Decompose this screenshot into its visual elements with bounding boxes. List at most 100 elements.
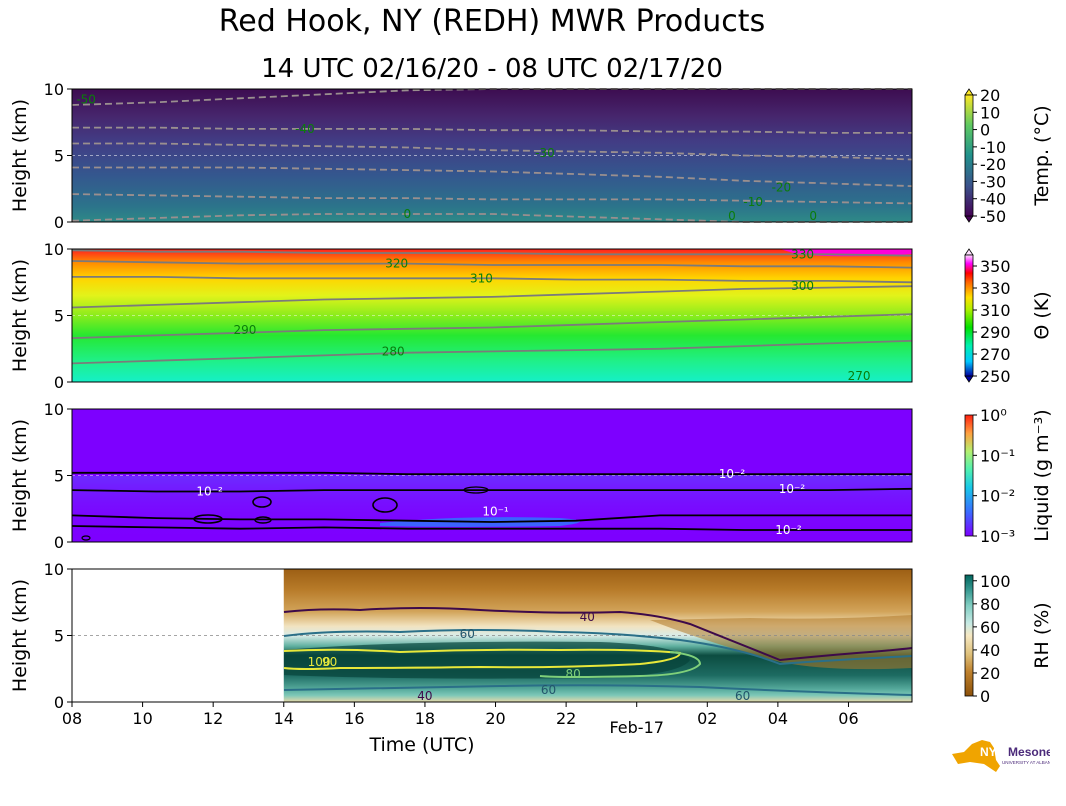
temperature-panel: -50 -40 -30 -20 -10 0 0 0 — [71, 88, 913, 223]
y-axis-label: Height (km) — [9, 419, 31, 532]
chart-title: Red Hook, NY (REDH) MWR Products — [218, 4, 766, 39]
theta-panel: 330 320 310 300 290 280 270 — [71, 247, 913, 383]
colorbar-extend-arrow — [964, 88, 974, 96]
y-tick-label: 5 — [54, 147, 64, 166]
contour-line — [71, 213, 912, 223]
colorbar-tick-label: 0 — [980, 687, 990, 706]
liquid-contour-blob — [81, 535, 91, 541]
rh-contour-60 — [283, 629, 913, 666]
contour-label: 60 — [460, 627, 475, 641]
rh-contour-90 — [283, 648, 682, 670]
colorbar-tick-label: 350 — [980, 257, 1011, 276]
colorbar-tick-label: -20 — [980, 155, 1006, 174]
y-tick-label: 10 — [44, 240, 64, 259]
contour-label: -30 — [535, 146, 555, 160]
rh-contour-80 — [539, 651, 702, 678]
contour-line — [71, 487, 913, 493]
nys-mesonet-logo: NYS Mesonet UNIVERSITY AT ALBANY — [950, 738, 1057, 778]
liquid-small-contours — [81, 486, 489, 541]
logo-text: NYS Mesonet — [980, 745, 1050, 759]
y-axis-label: Height (km) — [9, 99, 31, 212]
contour-label: 40 — [417, 689, 432, 703]
y-axis-label: Height (km) — [9, 259, 31, 372]
contour-label: 0 — [809, 209, 817, 223]
contour-line — [71, 514, 912, 523]
contour-label: 100 — [308, 655, 331, 669]
axes: 0 5 10 Height (km) 0 5 10 Height (km) 0 5 10 Height… — [9, 80, 859, 756]
liquid-contour-blob — [463, 486, 489, 494]
contour-label: 10⁻² — [196, 484, 223, 498]
contour-label: 0 — [403, 207, 411, 221]
y-tick-label: 10 — [44, 560, 64, 579]
rh-contours — [283, 607, 913, 696]
x-tick-label: 22 — [556, 709, 576, 728]
contour-label: -10 — [743, 195, 763, 209]
contour-label: 330 — [791, 247, 814, 261]
contour-label: 320 — [385, 257, 408, 271]
colorbar-tick-label: 0 — [980, 121, 990, 140]
rh-moist-core — [284, 641, 690, 679]
colorbar — [964, 414, 974, 537]
colorbar-label: Liquid (g m⁻³) — [1031, 409, 1053, 541]
contour-label: -50 — [76, 93, 96, 107]
contour-label: 90 — [322, 655, 337, 669]
contour-line — [72, 126, 912, 134]
liquid-contour-blob — [252, 496, 272, 508]
y-tick-label: 0 — [54, 693, 64, 712]
x-tick-label: 08 — [62, 709, 82, 728]
contour-line — [71, 525, 912, 531]
contour-line — [72, 166, 913, 187]
x-axis-label: Time (UTC) — [368, 734, 474, 756]
colorbar-tick-label: 80 — [980, 595, 1000, 614]
theta-contour-labels: 330 320 310 300 290 280 270 — [233, 247, 870, 383]
colorbar — [964, 254, 974, 377]
y-tick-label: 5 — [54, 627, 64, 646]
colorbar — [964, 574, 974, 697]
y-tick-label: 0 — [54, 213, 64, 232]
colorbar — [964, 94, 974, 217]
contour-label: -20 — [772, 180, 792, 194]
contour-label: 40 — [580, 610, 595, 624]
contour-line — [71, 313, 913, 339]
contour-line — [72, 142, 913, 161]
rh-contour-60 — [283, 684, 913, 696]
x-tick-label: 14 — [274, 709, 294, 728]
colorbar-tick-label: 250 — [980, 367, 1011, 386]
chart-subtitle: 14 UTC 02/16/20 - 08 UTC 02/17/20 — [261, 54, 723, 84]
contour-label: 10⁻² — [779, 482, 806, 496]
y-axis-label: Height (km) — [9, 579, 31, 692]
x-tick-label: 06 — [838, 709, 858, 728]
y-tick-label: 5 — [54, 307, 64, 326]
colorbar-tick-label: 290 — [980, 323, 1011, 342]
colorbar-tick-label: 10⁰ — [980, 406, 1007, 425]
contour-label: 310 — [470, 271, 493, 285]
contour-label: 60 — [541, 683, 556, 697]
y-tick-label: 10 — [44, 400, 64, 419]
date-tick-label: Feb-17 — [609, 718, 663, 737]
contour-label: 280 — [382, 344, 405, 358]
contour-label: -40 — [295, 122, 315, 136]
contour-label: 80 — [566, 667, 581, 681]
colorbar-tick-label: 270 — [980, 345, 1011, 364]
colorbar-tick-label: -10 — [980, 138, 1006, 157]
colorbar-tick-label: 10⁻¹ — [980, 446, 1015, 465]
contour-label: 10⁻² — [719, 467, 746, 481]
theta-contours — [71, 249, 913, 365]
rh-contour-40 — [283, 607, 913, 662]
colorbar-label: Temp. (°C) — [1031, 105, 1053, 206]
y-tick-label: 5 — [54, 467, 64, 486]
colorbar-tick-label: 10 — [980, 103, 1000, 122]
liquid-contours — [71, 471, 913, 531]
contour-label: 300 — [791, 279, 814, 293]
y-tick-label: 10 — [44, 80, 64, 99]
rh-dry-wedge — [650, 615, 912, 670]
x-tick-label: 10 — [132, 709, 152, 728]
y-tick-label: 0 — [54, 373, 64, 392]
contour-line — [71, 249, 913, 257]
x-tick-label: 18 — [415, 709, 435, 728]
y-tick-label: 0 — [54, 533, 64, 552]
